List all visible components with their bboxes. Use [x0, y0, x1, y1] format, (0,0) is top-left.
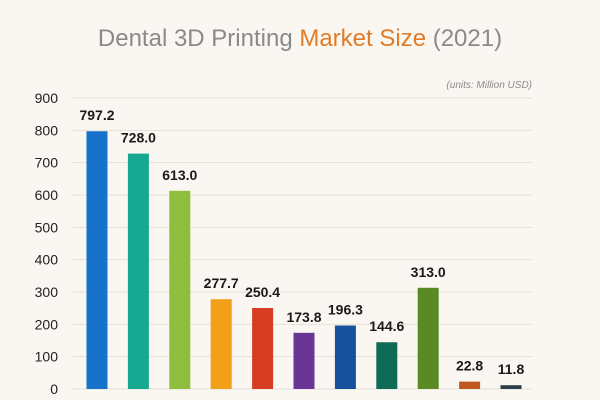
- y-tick-label: 400: [35, 252, 59, 268]
- y-tick-label: 700: [35, 155, 59, 171]
- y-axis-ticks: 900 800 700 600 500 400 300 200 100 0: [35, 90, 59, 397]
- data-label: 728.0: [121, 130, 156, 146]
- bar: [500, 385, 522, 389]
- data-label: 250.4: [245, 284, 280, 300]
- data-label: 196.3: [328, 302, 363, 318]
- bar: [334, 325, 356, 389]
- y-tick-label: 500: [35, 219, 59, 235]
- y-tick-label: 200: [35, 316, 59, 332]
- y-tick-label: 800: [35, 122, 59, 138]
- bar: [127, 153, 149, 389]
- bar: [210, 299, 232, 389]
- data-label: 313.0: [411, 264, 446, 280]
- bars: [86, 131, 522, 390]
- y-tick-label: 300: [35, 284, 59, 300]
- data-label: 797.2: [79, 107, 114, 123]
- data-label: 613.0: [162, 167, 197, 183]
- bar: [293, 332, 315, 389]
- y-tick-label: 600: [35, 187, 59, 203]
- bar: [169, 190, 191, 389]
- title-part-1: Dental 3D Printing: [98, 25, 299, 52]
- data-labels: 797.2 728.0 613.0 277.7 250.4 173.8 196.3 144.6…: [79, 107, 524, 377]
- data-label: 144.6: [369, 318, 404, 334]
- bar: [86, 131, 108, 390]
- data-label: 11.8: [498, 361, 525, 377]
- title-part-2: Market Size: [299, 25, 426, 52]
- y-tick-label: 100: [35, 349, 59, 365]
- bar: [417, 287, 439, 389]
- bar: [459, 381, 481, 389]
- data-label: 173.8: [286, 309, 321, 325]
- units-label: (units: Million USD): [446, 80, 532, 91]
- title-part-3: (2021): [426, 25, 502, 52]
- data-label: 22.8: [456, 358, 483, 374]
- bar: [252, 308, 274, 389]
- y-tick-label: 0: [50, 381, 58, 397]
- chart-title: Dental 3D Printing Market Size (2021): [98, 25, 502, 52]
- data-label: 277.7: [204, 275, 239, 291]
- bar: [376, 342, 398, 389]
- y-tick-label: 900: [35, 90, 59, 106]
